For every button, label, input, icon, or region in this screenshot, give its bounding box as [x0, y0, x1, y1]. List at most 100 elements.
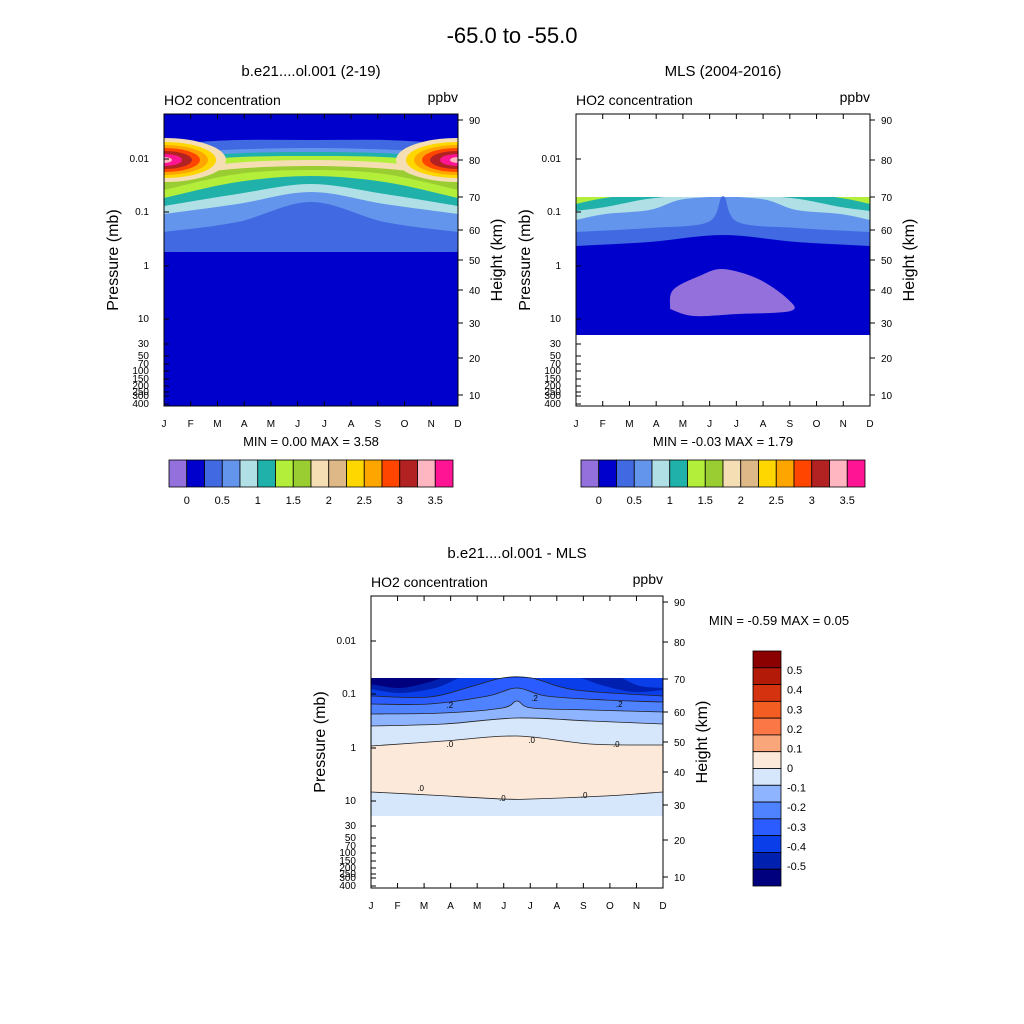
- y-tick-label: 50: [138, 351, 150, 362]
- colorbar-difference: 0.5 0.4 0.3 0.2 0.1 0 -0.1 -0.2 -0.3 -0.4 -0.5: [752, 650, 806, 887]
- colorbar-box: [417, 459, 436, 488]
- x-tick-label: N: [428, 419, 435, 430]
- colorbar-label: -0.5: [787, 861, 806, 873]
- colorbar-box: [752, 734, 782, 753]
- x-tick-label: N: [633, 901, 640, 912]
- y2-tick-label: 50: [674, 738, 686, 749]
- y2-tick-label: 60: [674, 708, 686, 719]
- colorbar-box: [381, 459, 401, 488]
- colorbar-label: 0.5: [215, 495, 230, 507]
- colorbar-box: [168, 459, 188, 488]
- left-string: HO2 concentration: [371, 574, 488, 590]
- x-tick-label: N: [840, 419, 847, 430]
- colorbar-box: [793, 459, 813, 488]
- y-tick-label: 150: [132, 374, 149, 385]
- colorbar-label: 0.4: [787, 685, 802, 697]
- colorbar-box: [399, 459, 418, 488]
- colorbar-model: 0 0.5 1 1.5 2 2.5 3 3.5: [168, 459, 454, 507]
- y-tick-label: 400: [339, 881, 356, 892]
- y-tick-label: 1: [555, 261, 561, 272]
- contour-label: .0: [613, 740, 620, 749]
- y-axis-label: Pressure (mb): [517, 209, 534, 310]
- x-tick-label: J: [501, 901, 506, 912]
- colorbar-box: [752, 751, 782, 769]
- colorbar-box: [257, 459, 276, 488]
- colorbar-label: 0.2: [787, 724, 802, 736]
- colorbar-label: 0.5: [787, 665, 802, 677]
- right-string: ppbv: [428, 89, 458, 105]
- x-tick-label: S: [786, 419, 793, 430]
- x-tick-label: D: [659, 901, 666, 912]
- y-axis-label: Pressure (mb): [312, 691, 329, 792]
- colorbar-box: [616, 459, 635, 488]
- colorbar-box: [811, 459, 830, 488]
- colorbar-box: [363, 459, 383, 488]
- colorbar-box: [598, 459, 617, 488]
- colorbar-box: [310, 459, 330, 488]
- colorbar-box: [687, 459, 706, 488]
- contour-band: [164, 207, 458, 252]
- y-tick-label: 1: [143, 261, 149, 272]
- x-tick-label: M: [625, 419, 633, 430]
- colorbar-box: [580, 459, 600, 488]
- y-tick-label: 150: [339, 856, 356, 867]
- colorbar-box: [239, 459, 259, 488]
- contour-band: [450, 157, 458, 163]
- colorbar-box: [669, 459, 688, 488]
- y2-tick-label: 60: [881, 226, 893, 237]
- x-tick-label: A: [653, 419, 660, 430]
- contour-label: .2: [616, 700, 623, 709]
- y2-tick-label: 90: [674, 598, 686, 609]
- y-tick-label: 0.1: [135, 207, 149, 218]
- colorbar-label: -0.2: [787, 802, 806, 814]
- colorbar-box: [752, 784, 782, 803]
- y2-tick-label: 20: [469, 354, 481, 365]
- colorbar-label: 1.5: [286, 495, 301, 507]
- colorbar-box: [704, 459, 724, 488]
- colorbar-label: 2: [738, 495, 744, 507]
- y2-tick-label: 10: [469, 391, 481, 402]
- colorbar-box: [752, 700, 782, 719]
- x-tick-label: J: [734, 419, 739, 430]
- y2-tick-label: 80: [881, 156, 893, 167]
- y-tick-label: 0.01: [542, 154, 562, 165]
- y2-tick-label: 40: [674, 768, 686, 779]
- y-axis-label: Pressure (mb): [105, 209, 122, 310]
- colorbar-label: 2: [326, 495, 332, 507]
- y-tick-label: 300: [544, 391, 561, 402]
- contour-label: .2: [531, 694, 538, 703]
- contour-line: [370, 735, 664, 747]
- figure-title: -65.0 to -55.0: [447, 23, 578, 48]
- y-tick-label: 400: [544, 399, 561, 410]
- x-tick-label: S: [374, 419, 381, 430]
- contour-band: [164, 154, 182, 166]
- x-tick-label: F: [394, 901, 400, 912]
- y2-tick-label: 70: [469, 193, 481, 204]
- x-tick-label: J: [369, 901, 374, 912]
- x-tick-label: M: [679, 419, 687, 430]
- colorbar-label: 2.5: [769, 495, 784, 507]
- colorbar-label: 3: [397, 495, 403, 507]
- y-tick-label: 300: [339, 873, 356, 884]
- colorbar-box: [752, 684, 782, 702]
- colorbar-label: 3.5: [428, 495, 443, 507]
- colorbar-label: 0: [787, 763, 793, 775]
- panel-mls: MLS (2004-2016) HO2 concentration ppbv J F M A…: [517, 63, 918, 449]
- y-tick-label: 0.1: [342, 689, 356, 700]
- y-tick-label: 1: [350, 743, 356, 754]
- y-tick-label: 70: [138, 359, 150, 370]
- y2-axis-label: Height (km): [489, 219, 506, 302]
- y-tick-label: 0.01: [130, 154, 150, 165]
- y2-tick-label: 50: [881, 256, 893, 267]
- y-tick-label: 250: [339, 869, 356, 880]
- y-tick-label: 200: [544, 381, 561, 392]
- contour-band: [781, 197, 870, 211]
- right-string: ppbv: [840, 89, 870, 105]
- x-tick-label: O: [401, 419, 409, 430]
- contour-band: [669, 268, 795, 317]
- x-tick-label: J: [295, 419, 300, 430]
- y2-axis-label: Height (km): [694, 701, 711, 784]
- colorbar-box: [633, 459, 653, 488]
- colorbar-label: 1: [255, 495, 261, 507]
